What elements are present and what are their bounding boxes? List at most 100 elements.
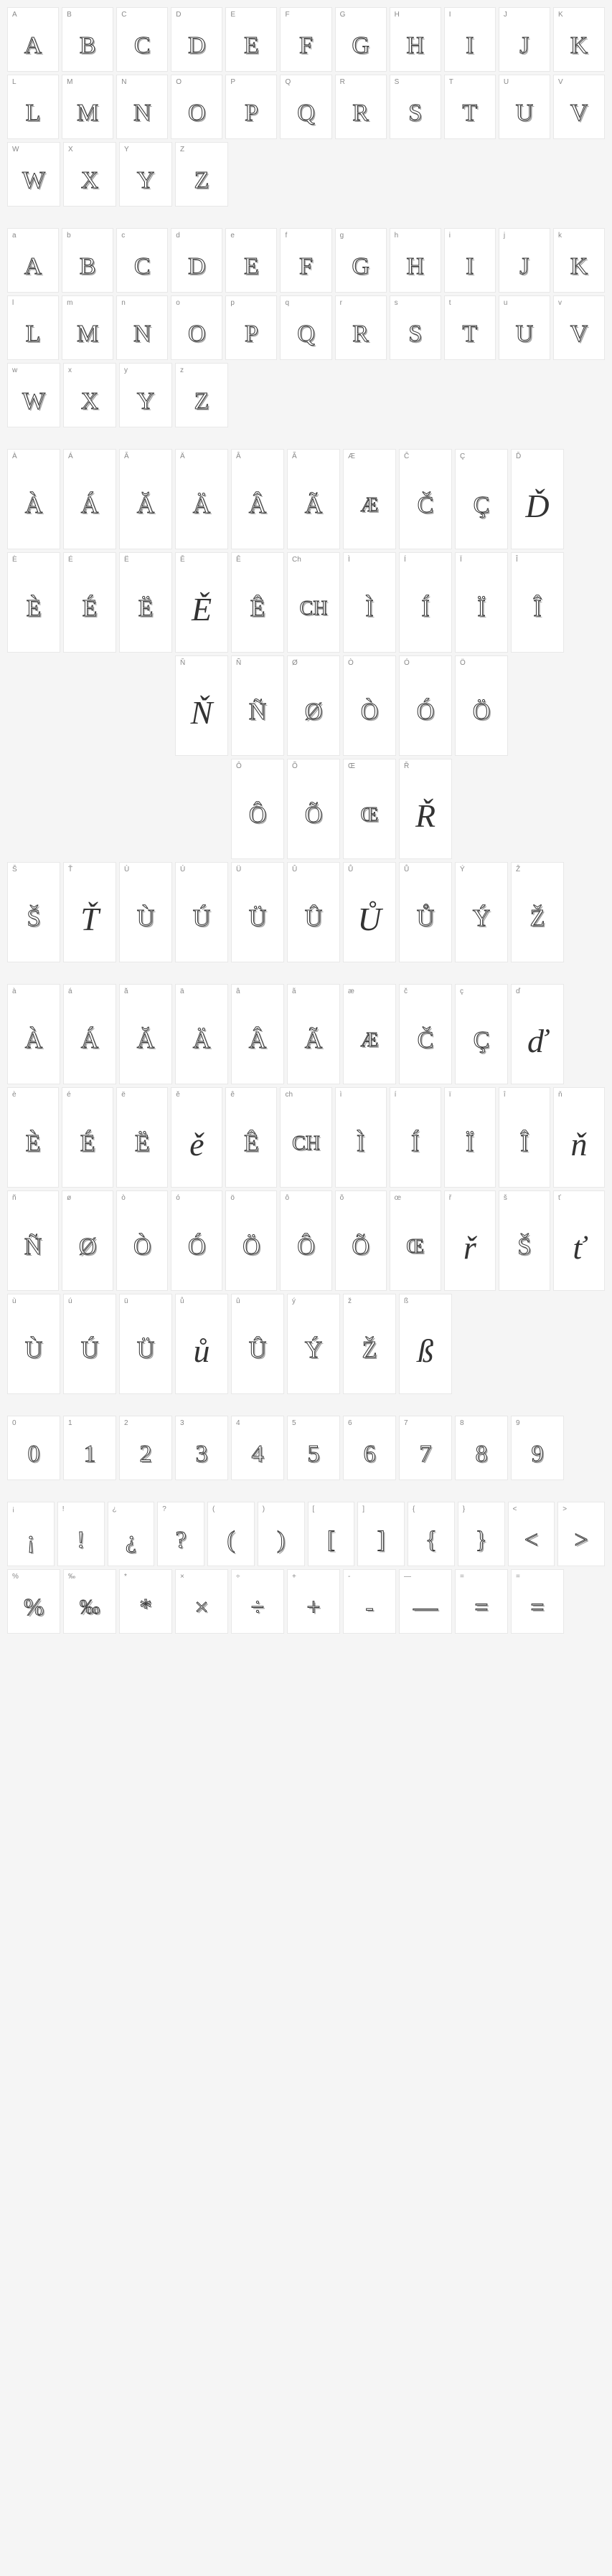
glyph-label: ù bbox=[8, 1294, 60, 1307]
glyph-card: ÂÂ bbox=[231, 449, 284, 549]
glyph-card: šŠ bbox=[499, 1190, 550, 1291]
glyph-card: ?? bbox=[157, 1502, 204, 1566]
glyph: D bbox=[171, 21, 222, 71]
glyph-card: õÕ bbox=[335, 1190, 387, 1291]
glyph-label: } bbox=[458, 1502, 504, 1515]
glyph-card: öÖ bbox=[225, 1190, 277, 1291]
glyph-card: ÑÑ bbox=[231, 655, 284, 756]
glyph-card: %% bbox=[7, 1569, 60, 1634]
glyph: Ô bbox=[281, 1204, 331, 1290]
glyph: Ø bbox=[288, 669, 339, 755]
glyph-card: ¡¡ bbox=[7, 1502, 55, 1566]
glyph-card: (( bbox=[207, 1502, 255, 1566]
glyph: 8 bbox=[456, 1429, 507, 1479]
glyph-card: ýÝ bbox=[287, 1294, 340, 1394]
glyph: A bbox=[8, 21, 58, 71]
glyph-label: ¡ bbox=[8, 1502, 54, 1515]
glyph-label: N bbox=[117, 75, 167, 88]
glyph: ř bbox=[445, 1204, 495, 1290]
glyph-label: K bbox=[554, 8, 604, 21]
glyph-label: ‰ bbox=[64, 1570, 116, 1583]
glyph-row: %%‰‰**××÷÷++--——==== bbox=[7, 1569, 605, 1634]
glyph-label: ò bbox=[117, 1191, 167, 1204]
glyph-card: øØ bbox=[62, 1190, 113, 1291]
glyph-card: NN bbox=[116, 75, 168, 139]
glyph: Ú bbox=[64, 1307, 116, 1393]
glyph: R bbox=[336, 88, 386, 138]
glyph-row: ¡¡!!¿¿??(())[[]]{{}}<<>> bbox=[7, 1502, 605, 1566]
glyph-label: n bbox=[117, 296, 167, 309]
glyph-label: š bbox=[499, 1191, 550, 1204]
glyph-card: qQ bbox=[280, 295, 331, 360]
glyph-card: áÁ bbox=[63, 984, 116, 1084]
glyph-label: 5 bbox=[288, 1416, 339, 1429]
glyph-card: SS bbox=[390, 75, 441, 139]
glyph: Â bbox=[232, 463, 283, 549]
glyph-card: ÌÌ bbox=[343, 552, 396, 653]
glyph: Ď bbox=[512, 463, 563, 549]
glyph-card: 11 bbox=[63, 1416, 116, 1480]
glyph: Ý bbox=[288, 1307, 339, 1393]
glyph: É bbox=[64, 566, 116, 652]
glyph-card: HH bbox=[390, 7, 441, 72]
glyph-card: lL bbox=[7, 295, 59, 360]
glyph: Ê bbox=[232, 566, 283, 652]
glyph: S bbox=[390, 309, 441, 359]
glyph-label: m bbox=[62, 296, 113, 309]
glyph-card: -- bbox=[343, 1569, 396, 1634]
glyph-label: Ù bbox=[120, 863, 171, 876]
glyph-card: ťť bbox=[553, 1190, 605, 1291]
glyph-label: O bbox=[171, 75, 222, 88]
glyph-card: ÖÖ bbox=[455, 655, 508, 756]
glyph-label: L bbox=[8, 75, 58, 88]
glyph-label: Ö bbox=[456, 656, 507, 669]
glyph-card: TT bbox=[444, 75, 496, 139]
glyph-label: Ú bbox=[176, 863, 227, 876]
glyph: Ê bbox=[226, 1101, 276, 1187]
glyph: 0 bbox=[8, 1429, 60, 1479]
glyph: F bbox=[281, 21, 331, 71]
glyph: 5 bbox=[288, 1429, 339, 1479]
glyph: 1 bbox=[64, 1429, 116, 1479]
glyph-label: ď bbox=[512, 985, 563, 998]
glyph-label: l bbox=[8, 296, 58, 309]
glyph-label: f bbox=[281, 229, 331, 242]
glyph-card: zZ bbox=[175, 363, 228, 427]
glyph-card: ČČ bbox=[399, 449, 452, 549]
glyph: 2 bbox=[120, 1429, 171, 1479]
glyph: U bbox=[499, 88, 550, 138]
glyph-label: X bbox=[64, 143, 116, 156]
glyph: Ñ bbox=[8, 1204, 58, 1290]
glyph-section: aAbBcCdDeEfFgGhHiIjJkKlLmMnNoOpPqQrRsStT… bbox=[7, 228, 605, 427]
glyph-card: ĎĎ bbox=[511, 449, 564, 549]
glyph: Ö bbox=[226, 1204, 276, 1290]
glyph: 3 bbox=[176, 1429, 227, 1479]
glyph: Ù bbox=[120, 876, 171, 962]
glyph-label: 0 bbox=[8, 1416, 60, 1429]
glyph: Y bbox=[120, 377, 171, 427]
glyph-card: âÂ bbox=[231, 984, 284, 1084]
glyph: Ë bbox=[120, 566, 171, 652]
glyph: ť bbox=[554, 1204, 604, 1290]
glyph: P bbox=[226, 309, 276, 359]
glyph-card: ŽŽ bbox=[511, 862, 564, 962]
glyph-card: WW bbox=[7, 142, 60, 207]
glyph-label: ç bbox=[456, 985, 507, 998]
glyph-card: << bbox=[508, 1502, 555, 1566]
glyph: G bbox=[336, 242, 386, 292]
glyph: X bbox=[64, 377, 116, 427]
glyph-card: ÕÕ bbox=[287, 759, 340, 859]
glyph: N bbox=[117, 309, 167, 359]
empty-card bbox=[7, 655, 60, 756]
glyph-card: ÒÒ bbox=[343, 655, 396, 756]
glyph: Œ bbox=[344, 772, 395, 858]
glyph-label: ž bbox=[344, 1294, 395, 1307]
glyph: Û bbox=[232, 1307, 283, 1393]
glyph: Ì bbox=[336, 1101, 386, 1187]
glyph-label: Q bbox=[281, 75, 331, 88]
glyph: P bbox=[226, 88, 276, 138]
glyph: Û bbox=[288, 876, 339, 962]
glyph: ! bbox=[58, 1515, 104, 1566]
glyph-card: ůů bbox=[175, 1294, 228, 1394]
glyph-label: 9 bbox=[512, 1416, 563, 1429]
